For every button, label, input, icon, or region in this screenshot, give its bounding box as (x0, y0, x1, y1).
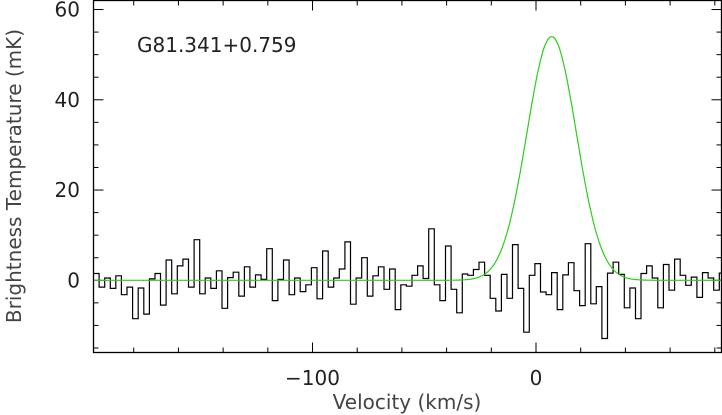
y-axis-tick-labels: 0 20 40 60 (55, 0, 80, 292)
x-axis-ticks (133, 0, 716, 353)
source-annotation: G81.341+0.759 (137, 33, 297, 57)
x-axis-tick-labels: −100 0 (285, 366, 542, 390)
y-axis-ticks (93, 9, 722, 349)
y-axis-title: Brightness Temperature (mK) (2, 29, 26, 323)
x-axis-title: Velocity (km/s) (333, 390, 482, 414)
gaussian-fit-line (93, 35, 722, 281)
x-tick-label: 0 (530, 366, 543, 390)
spectrum-step-line (93, 228, 722, 340)
y-tick-label: 20 (55, 178, 80, 202)
x-tick-label: −100 (285, 366, 340, 390)
y-tick-label: 40 (55, 88, 80, 112)
y-tick-label: 60 (55, 0, 80, 22)
y-tick-label: 0 (67, 268, 80, 292)
